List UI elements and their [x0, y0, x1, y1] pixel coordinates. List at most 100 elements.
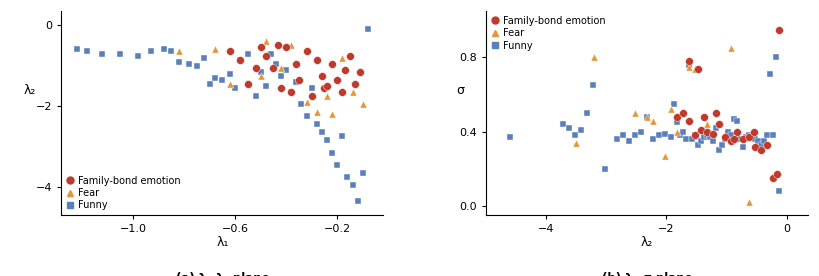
- Point: [709, 126, 722, 130]
- Point: [658, 154, 671, 158]
- Point: [229, 86, 242, 90]
- Point: [353, 70, 366, 74]
- Point: [254, 73, 267, 78]
- Point: [745, 133, 758, 138]
- Point: [721, 129, 734, 134]
- Point: [114, 51, 127, 56]
- Point: [574, 128, 587, 132]
- Point: [640, 115, 653, 119]
- Point: [269, 61, 282, 66]
- Point: [742, 135, 755, 139]
- Point: [760, 142, 773, 147]
- Point: [131, 53, 144, 58]
- Point: [310, 110, 323, 114]
- Point: [724, 139, 737, 143]
- Point: [556, 122, 569, 126]
- Point: [320, 138, 333, 143]
- Point: [70, 47, 84, 52]
- Point: [274, 65, 287, 70]
- Point: [700, 133, 713, 138]
- Point: [766, 176, 779, 180]
- Point: [254, 45, 267, 50]
- Legend: Family-bond emotion, Fear, Funny: Family-bond emotion, Fear, Funny: [66, 176, 180, 210]
- Point: [338, 67, 351, 72]
- Point: [664, 135, 677, 139]
- Y-axis label: σ: σ: [456, 84, 464, 97]
- Point: [346, 183, 359, 187]
- Point: [628, 133, 641, 138]
- Point: [223, 49, 236, 54]
- Point: [197, 55, 210, 60]
- Point: [569, 141, 582, 145]
- Point: [670, 115, 683, 119]
- Point: [682, 59, 695, 63]
- Point: [335, 90, 348, 94]
- Point: [343, 53, 356, 58]
- X-axis label: λ₁: λ₁: [216, 236, 229, 249]
- Legend: Family-bond emotion, Fear, Funny: Family-bond emotion, Fear, Funny: [491, 16, 604, 51]
- Point: [772, 27, 785, 32]
- Point: [264, 51, 277, 56]
- Point: [694, 128, 707, 132]
- Point: [266, 65, 279, 70]
- Point: [284, 43, 297, 48]
- Point: [736, 144, 749, 149]
- Point: [289, 79, 302, 84]
- Point: [673, 133, 686, 138]
- Point: [241, 82, 254, 86]
- Point: [284, 90, 297, 94]
- Point: [208, 76, 221, 80]
- Point: [330, 163, 343, 167]
- Point: [325, 61, 338, 66]
- Point: [300, 49, 313, 54]
- Point: [682, 63, 695, 67]
- Point: [676, 129, 689, 134]
- Y-axis label: λ₂: λ₂: [23, 84, 35, 97]
- Point: [259, 39, 272, 44]
- Point: [703, 135, 716, 139]
- Point: [580, 111, 593, 115]
- Point: [325, 150, 338, 155]
- Text: (b) λ₂-σ plane: (b) λ₂-σ plane: [601, 272, 691, 276]
- Point: [696, 115, 709, 119]
- Point: [640, 115, 653, 119]
- Point: [274, 86, 287, 90]
- Point: [292, 78, 305, 82]
- Point: [305, 86, 318, 90]
- Point: [733, 137, 746, 141]
- Point: [279, 45, 292, 50]
- Point: [361, 27, 374, 31]
- Point: [310, 122, 323, 126]
- Point: [335, 55, 348, 60]
- Point: [598, 167, 611, 171]
- Point: [254, 70, 267, 74]
- Point: [748, 144, 761, 149]
- Point: [742, 200, 755, 205]
- Point: [223, 71, 236, 76]
- Point: [568, 133, 581, 138]
- Point: [679, 137, 692, 141]
- Point: [682, 118, 695, 123]
- Point: [183, 61, 196, 66]
- Point: [724, 133, 737, 138]
- Point: [622, 139, 635, 143]
- Point: [769, 55, 782, 60]
- Point: [295, 102, 308, 106]
- Point: [688, 133, 701, 138]
- Point: [760, 133, 773, 138]
- Point: [634, 129, 647, 134]
- Point: [215, 78, 229, 82]
- Point: [96, 51, 109, 56]
- Point: [259, 84, 272, 88]
- Point: [300, 100, 313, 104]
- Point: [685, 137, 698, 141]
- Point: [223, 82, 236, 86]
- Point: [706, 139, 719, 143]
- Point: [700, 129, 713, 134]
- Point: [748, 137, 761, 141]
- Point: [739, 135, 752, 139]
- Point: [315, 73, 328, 78]
- Point: [348, 82, 361, 86]
- Point: [346, 90, 359, 94]
- Point: [355, 102, 369, 106]
